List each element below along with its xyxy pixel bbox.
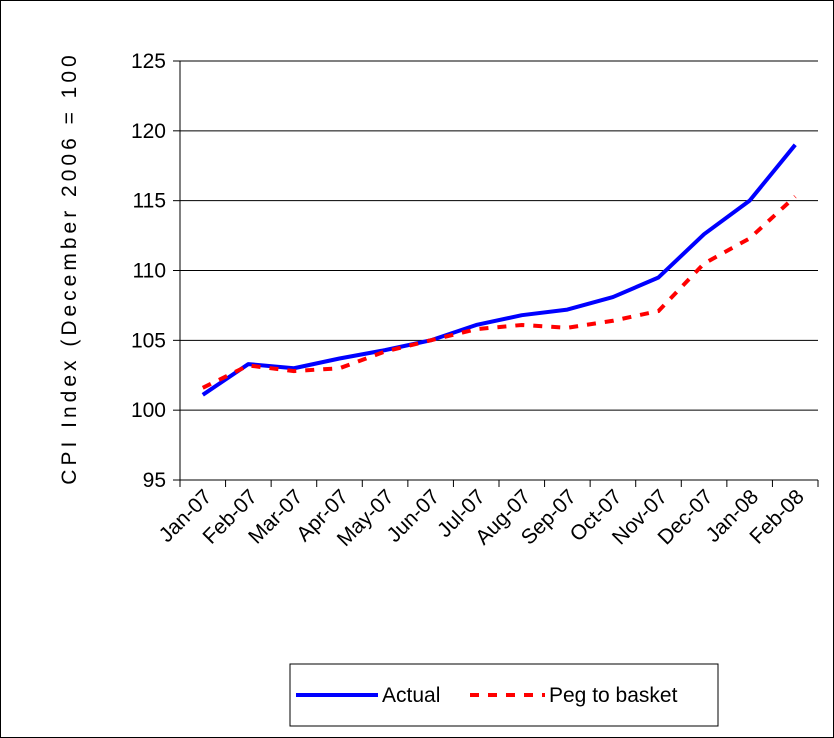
series-line-actual [201, 143, 797, 397]
y-axis-title: CPI Index (December 2006 = 100 [58, 51, 81, 484]
y-tick-label: 105 [131, 329, 166, 352]
series-lines [201, 143, 797, 397]
legend-label-actual: Actual [382, 684, 440, 707]
y-tick-label: 110 [133, 260, 166, 283]
series-line-peg-to-basket [201, 195, 797, 390]
x-tick-label: Jun-07 [383, 485, 445, 547]
y-tick-label: 120 [131, 120, 166, 143]
y-tick-labels: 95 100 105 110 115 120 125 [131, 50, 166, 492]
x-tick-labels: Jan-07Feb-07Mar-07Apr-07May-07Jun-07Jul-… [155, 485, 809, 551]
legend-label-peg-to-basket: Peg to basket [549, 684, 678, 707]
y-tick-label: 95 [143, 469, 166, 492]
y-tick-label: 115 [133, 190, 166, 213]
axes [173, 60, 819, 487]
y-tick-label: 100 [131, 399, 166, 422]
gridlines [180, 60, 818, 481]
y-tick-label: 125 [131, 50, 166, 73]
legend: Actual Peg to basket [289, 663, 719, 727]
